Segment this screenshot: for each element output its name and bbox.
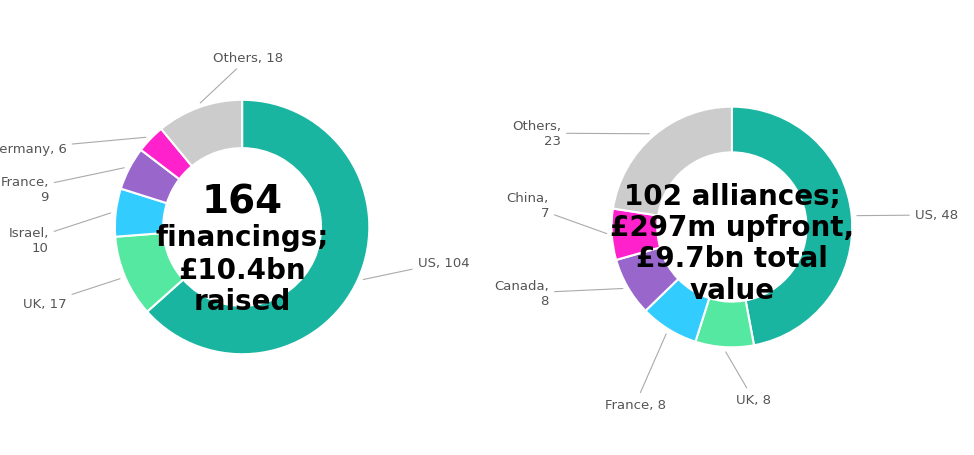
Text: 102 alliances;: 102 alliances; xyxy=(623,182,841,210)
Text: £297m upfront,: £297m upfront, xyxy=(610,213,854,242)
Text: financings;: financings; xyxy=(156,224,329,252)
Wedge shape xyxy=(115,189,167,237)
Wedge shape xyxy=(115,233,183,312)
Wedge shape xyxy=(147,101,369,354)
Text: France, 8: France, 8 xyxy=(605,334,666,411)
Wedge shape xyxy=(141,130,192,180)
Wedge shape xyxy=(646,279,709,342)
Text: UK, 8: UK, 8 xyxy=(726,352,771,406)
Text: £10.4bn: £10.4bn xyxy=(178,257,306,285)
Text: 164: 164 xyxy=(202,183,282,221)
Wedge shape xyxy=(121,151,179,204)
Text: Germany, 6: Germany, 6 xyxy=(0,138,146,155)
Text: value: value xyxy=(690,276,774,304)
Wedge shape xyxy=(731,107,852,345)
Text: raised: raised xyxy=(194,287,291,315)
Text: Canada,
8: Canada, 8 xyxy=(494,279,622,308)
Wedge shape xyxy=(161,101,243,167)
Text: US, 104: US, 104 xyxy=(363,257,469,280)
Text: China,
7: China, 7 xyxy=(506,192,607,234)
Wedge shape xyxy=(612,209,660,260)
Text: Israel,
10: Israel, 10 xyxy=(9,213,111,254)
Text: Others,
23: Others, 23 xyxy=(512,120,650,148)
Text: Others, 18: Others, 18 xyxy=(201,52,283,104)
Text: US, 48: US, 48 xyxy=(857,209,958,222)
Wedge shape xyxy=(613,107,731,216)
Text: UK, 17: UK, 17 xyxy=(23,279,120,310)
Wedge shape xyxy=(617,248,678,311)
Wedge shape xyxy=(695,298,754,348)
Text: £9.7bn total: £9.7bn total xyxy=(636,245,828,273)
Text: France,
9: France, 9 xyxy=(0,168,125,203)
